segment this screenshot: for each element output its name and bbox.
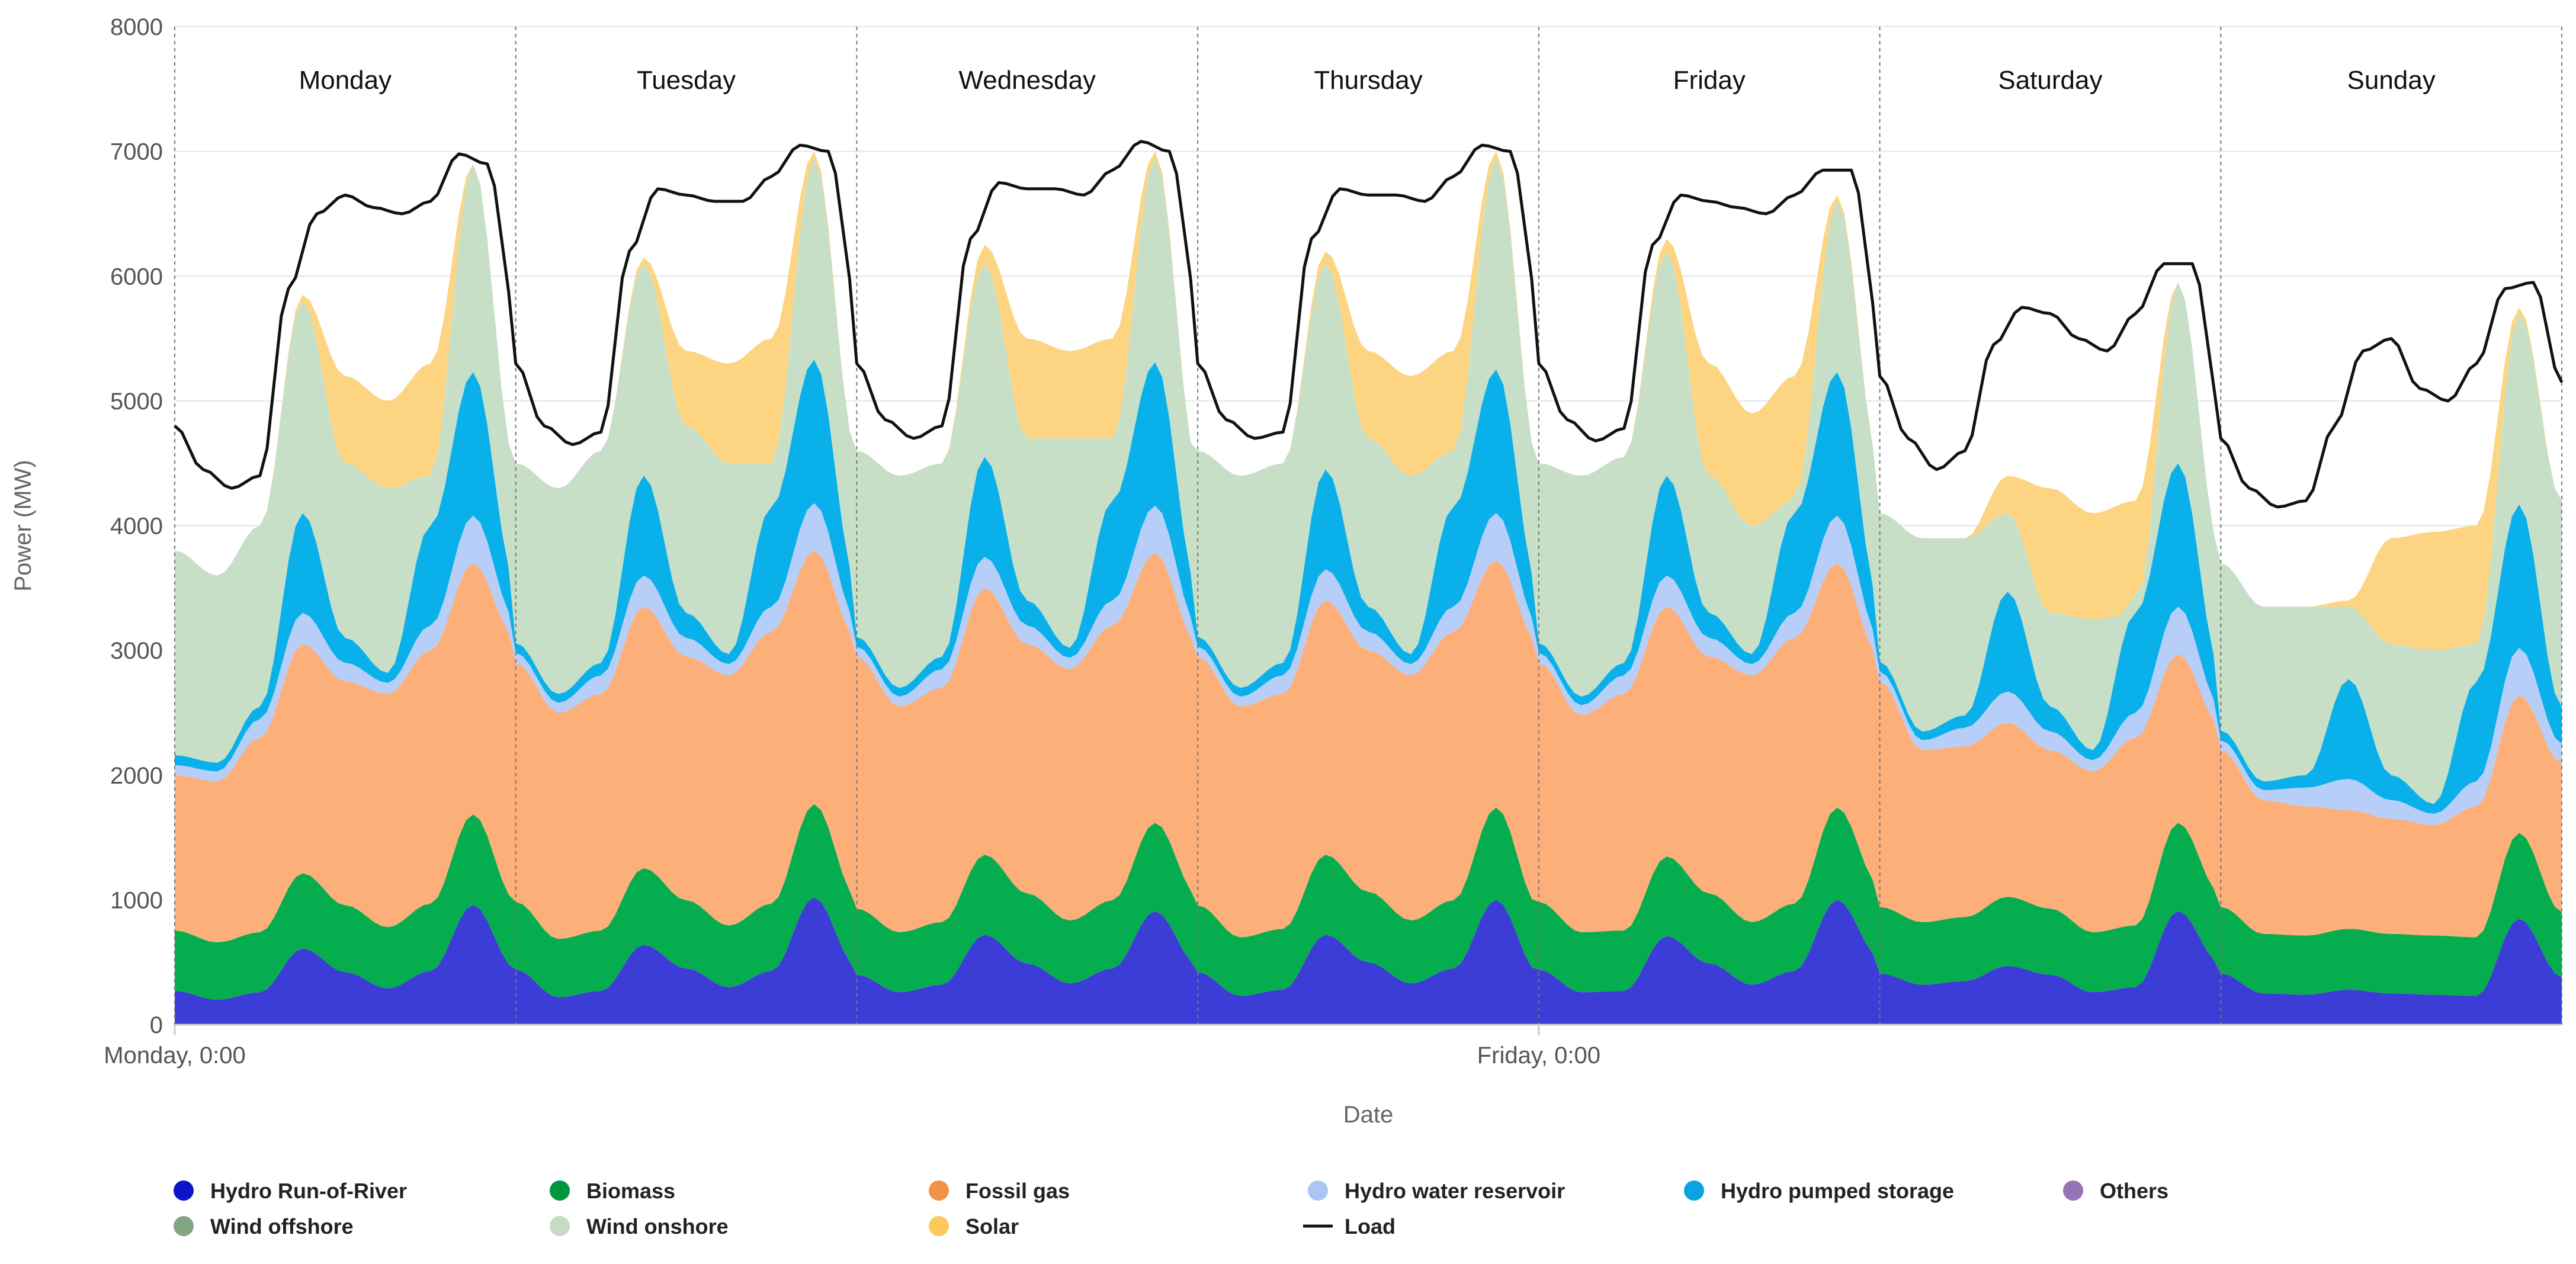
y-tick-label: 1000: [110, 887, 163, 913]
legend-label: Biomass: [586, 1179, 675, 1203]
legend-swatch: [1308, 1180, 1328, 1201]
load-line: [174, 140, 2564, 509]
legend-swatch: [174, 1180, 194, 1201]
area-wind-onshore: [175, 158, 2562, 804]
area-biomass: [175, 804, 2562, 1000]
legend-item[interactable]: Others: [2063, 1179, 2168, 1203]
legend-swatch: [929, 1216, 949, 1236]
legend-label: Solar: [965, 1214, 1019, 1239]
area-fossil-gas: [175, 550, 2562, 942]
legend-item[interactable]: Fossil gas: [929, 1179, 1070, 1203]
y-tick-label: 5000: [110, 389, 163, 415]
x-tick-label: Monday, 0:00: [104, 1042, 245, 1069]
legend-swatch: [1684, 1180, 1704, 1201]
y-tick-label: 6000: [110, 264, 163, 290]
day-separators: [174, 27, 2562, 1025]
day-label-tuesday: Tuesday: [637, 66, 736, 95]
legend-label: Load: [1345, 1214, 1396, 1239]
load-line-layer: [174, 140, 2564, 509]
legend-swatch: [550, 1180, 570, 1201]
y-tick-label: 4000: [110, 514, 163, 540]
legend-item[interactable]: Wind onshore: [550, 1214, 729, 1239]
legend-label: Wind offshore: [210, 1214, 354, 1239]
day-label-monday: Monday: [299, 66, 392, 95]
legend-item[interactable]: Load: [1303, 1214, 1396, 1239]
area-hydro-water-reservoir: [175, 503, 2562, 825]
day-label-sunday: Sunday: [2347, 66, 2436, 95]
legend-label: Hydro pumped storage: [1721, 1179, 1954, 1203]
legend-swatch: [550, 1216, 570, 1236]
day-label-friday: Friday: [1673, 66, 1746, 95]
y-tick-label: 2000: [110, 763, 163, 789]
y-tick-label: 8000: [110, 14, 163, 40]
legend-item[interactable]: Hydro water reservoir: [1308, 1179, 1565, 1203]
legend-item[interactable]: Solar: [929, 1214, 1019, 1239]
legend-swatch: [174, 1216, 194, 1236]
y-tick-label: 7000: [110, 139, 163, 165]
y-axis-title: Power (MW): [10, 460, 36, 591]
y-tick-label: 3000: [110, 638, 163, 664]
stacked-areas: [175, 151, 2562, 1025]
day-label-saturday: Saturday: [1998, 66, 2102, 95]
legend-label: Hydro water reservoir: [1345, 1179, 1565, 1203]
day-labels: Monday Tuesday Wednesday Thursday Friday Satu…: [299, 66, 2436, 95]
area-hydro-run-of-river: [175, 897, 2562, 1025]
day-label-thursday: Thursday: [1314, 66, 1422, 95]
legend: Hydro Run-of-River Biomass Fossil gas Hydro…: [174, 1179, 2168, 1239]
legend-swatch: [929, 1180, 949, 1201]
y-tick-label: 0: [150, 1012, 163, 1038]
legend-label: Others: [2100, 1179, 2168, 1203]
legend-label: Wind onshore: [586, 1214, 729, 1239]
area-solar: [175, 151, 2562, 651]
axes: 0 1000 2000 3000 4000 5000 6000 7000 8000 Monday,…: [104, 14, 2562, 1069]
legend-label: Hydro Run-of-River: [210, 1179, 407, 1203]
legend-item[interactable]: Hydro Run-of-River: [174, 1179, 407, 1203]
legend-item[interactable]: Wind offshore: [174, 1214, 354, 1239]
legend-item[interactable]: Biomass: [550, 1179, 675, 1203]
area-hydro-pumped-storage: [175, 360, 2562, 814]
x-tick-label: Friday, 0:00: [1477, 1042, 1600, 1069]
day-label-wednesday: Wednesday: [959, 66, 1096, 95]
legend-label: Fossil gas: [965, 1179, 1070, 1203]
legend-item[interactable]: Hydro pumped storage: [1684, 1179, 1954, 1203]
x-axis-title: Date: [1343, 1102, 1394, 1128]
legend-swatch: [2063, 1180, 2083, 1201]
